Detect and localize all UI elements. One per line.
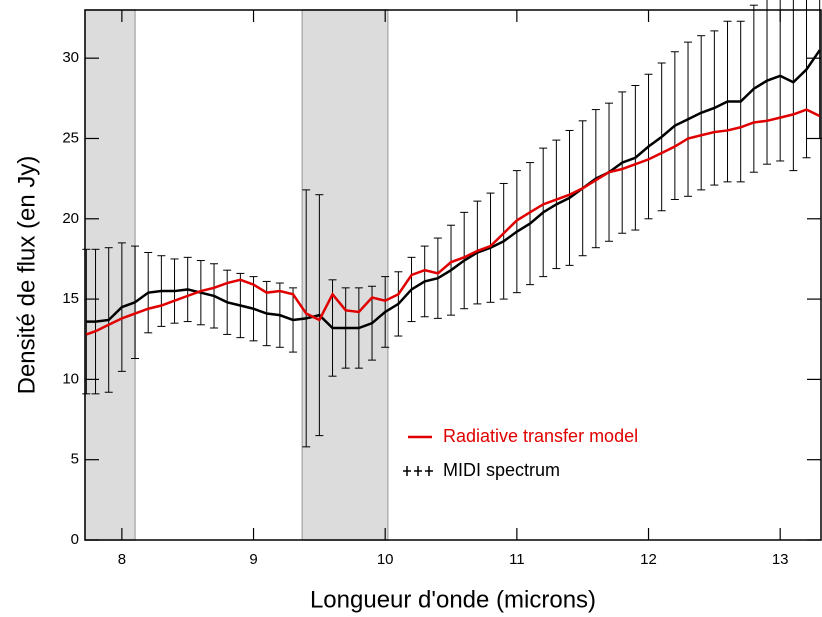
y-axis-label: Densité de flux (en Jy) bbox=[13, 156, 40, 395]
data-line bbox=[85, 108, 821, 336]
y-tick-label: 25 bbox=[62, 129, 79, 146]
legend-label: Radiative transfer model bbox=[443, 426, 638, 446]
y-tick-label: 10 bbox=[62, 370, 79, 387]
error-bar bbox=[776, 0, 785, 162]
x-tick-label: 10 bbox=[377, 551, 394, 568]
legend-label: MIDI spectrum bbox=[443, 460, 560, 480]
plot-frame bbox=[84, 9, 822, 541]
shaded-region bbox=[301, 9, 389, 541]
data-line bbox=[86, 49, 821, 330]
y-tick-label: 30 bbox=[62, 49, 79, 66]
x-tick-label: 13 bbox=[772, 551, 789, 568]
shaded-region bbox=[84, 9, 136, 541]
error-bar bbox=[815, 0, 822, 139]
y-tick-label: 20 bbox=[62, 210, 79, 227]
error-bar bbox=[789, 0, 798, 172]
error-bar bbox=[802, 0, 811, 159]
x-tick-label: 12 bbox=[640, 551, 657, 568]
y-tick-label: 5 bbox=[71, 451, 79, 468]
x-tick-label: 8 bbox=[118, 551, 126, 568]
x-tick-label: 11 bbox=[509, 551, 525, 568]
y-tick-label: 15 bbox=[62, 290, 79, 307]
x-axis-label: Longueur d'onde (microns) bbox=[310, 586, 596, 613]
y-tick-label: 0 bbox=[71, 531, 79, 548]
x-tick-label: 9 bbox=[249, 551, 257, 568]
